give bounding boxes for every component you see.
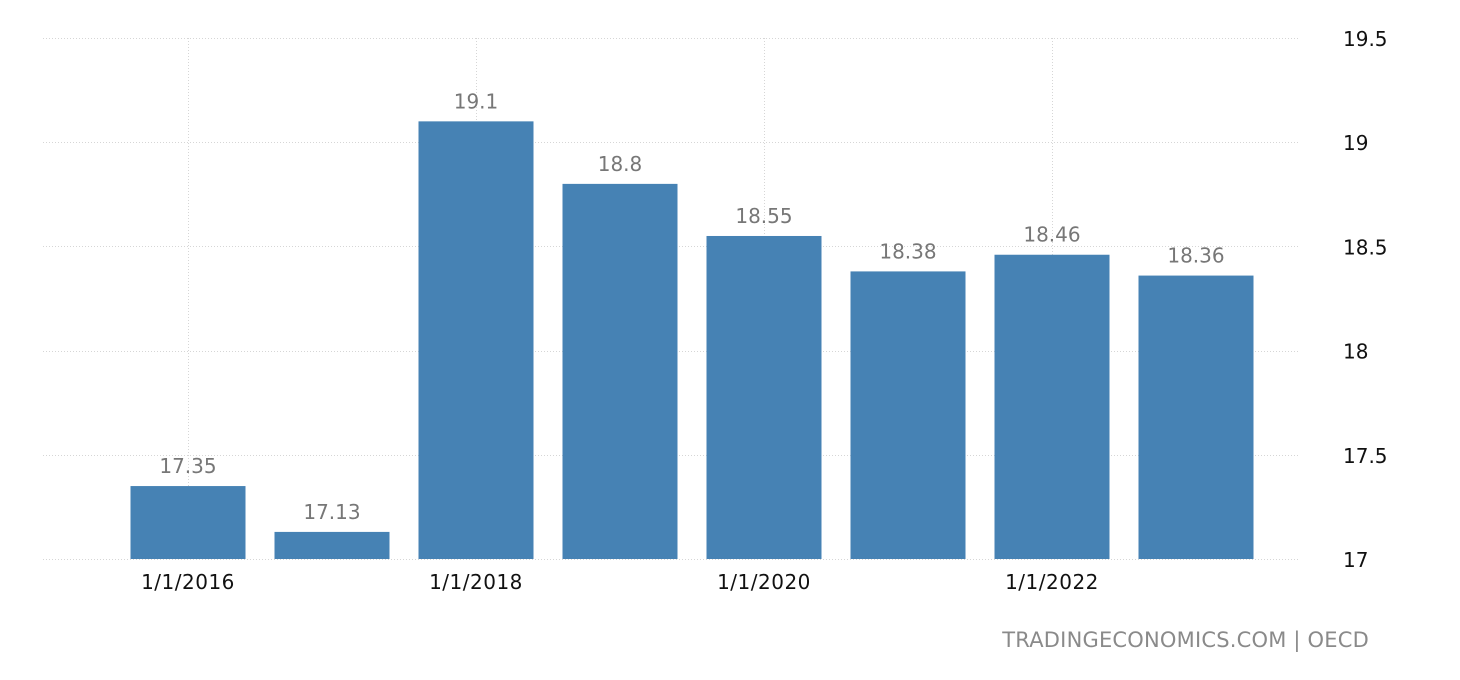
bar-value-label: 17.13 xyxy=(303,500,360,524)
y-tick-label: 19.5 xyxy=(1343,27,1388,51)
y-tick-label: 18 xyxy=(1343,340,1368,364)
x-tick-label: 1/1/2022 xyxy=(1005,570,1099,594)
y-tick-label: 17.5 xyxy=(1343,444,1388,468)
bar xyxy=(1138,275,1254,559)
bar xyxy=(274,531,390,559)
bar xyxy=(850,271,966,559)
bar xyxy=(706,235,822,560)
bar-value-label: 18.46 xyxy=(1023,223,1080,247)
x-tick-label: 1/1/2020 xyxy=(717,570,811,594)
y-tick-label: 17 xyxy=(1343,548,1368,572)
y-axis: 17 17.5 18 18.5 19 19.5 xyxy=(1343,27,1388,572)
x-tick-label: 1/1/2018 xyxy=(429,570,523,594)
bar xyxy=(130,486,246,559)
y-tick-label: 18.5 xyxy=(1343,235,1388,259)
bars-layer xyxy=(130,121,1254,560)
bar xyxy=(418,121,534,560)
data-labels-layer: 17.35 17.13 19.1 18.8 18.55 18.38 18.46 18.36 xyxy=(159,89,1224,524)
x-axis: 1/1/2016 1/1/2018 1/1/2020 1/1/2022 xyxy=(141,570,1099,594)
bar-value-label: 19.1 xyxy=(454,89,499,113)
bar-value-label: 18.8 xyxy=(598,152,643,176)
bar-value-label: 17.35 xyxy=(159,454,216,478)
bar-value-label: 18.55 xyxy=(735,204,792,228)
bar-value-label: 18.36 xyxy=(1167,244,1224,268)
source-credit: TRADINGECONOMICS.COM | OECD xyxy=(1002,628,1369,652)
bar-value-label: 18.38 xyxy=(879,239,936,263)
bar xyxy=(994,254,1110,559)
bar xyxy=(562,183,678,559)
x-tick-label: 1/1/2016 xyxy=(141,570,235,594)
y-tick-label: 19 xyxy=(1343,131,1368,155)
